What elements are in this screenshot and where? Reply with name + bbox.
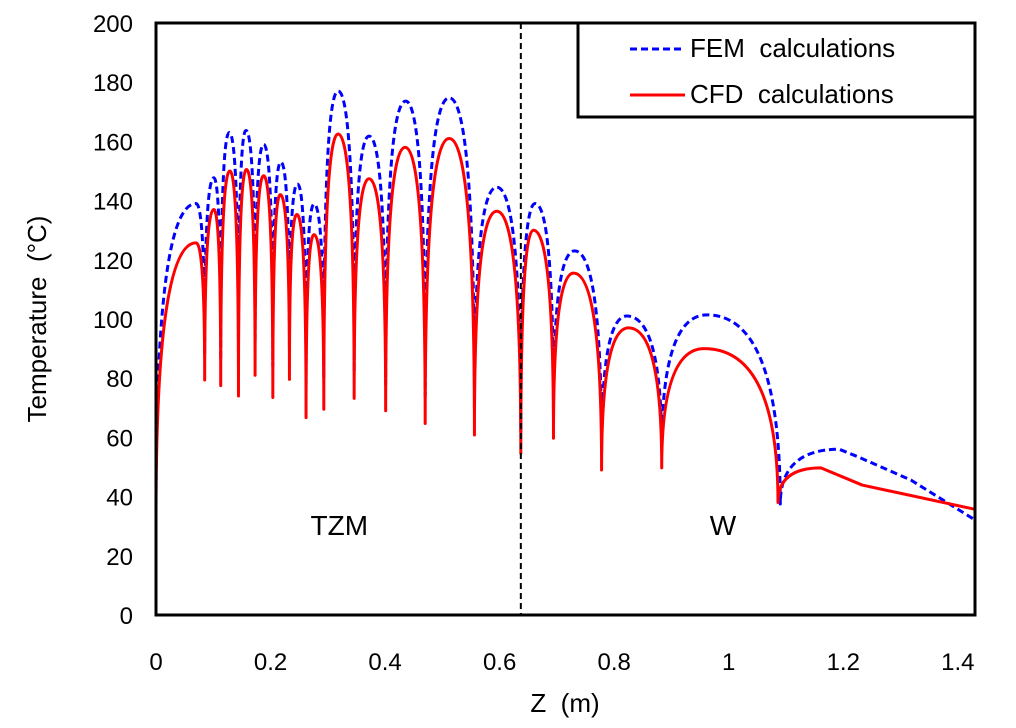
legend-label-fem: FEM calculations (690, 33, 895, 63)
x-axis-title: Z (m) (530, 688, 599, 718)
y-tick-label: 100 (93, 307, 133, 334)
x-tick-label: 0.4 (368, 649, 401, 676)
x-tick-label: 1.2 (827, 649, 860, 676)
x-tick-label: 1.4 (941, 649, 974, 676)
y-tick-label: 120 (93, 248, 133, 275)
x-tick-label: 0 (149, 649, 162, 676)
x-tick-label: 0.2 (254, 649, 287, 676)
x-tick-label: 0.8 (597, 649, 630, 676)
plot-frame (154, 21, 977, 617)
series-line-cfd (154, 132, 975, 518)
series-line-fem (154, 89, 977, 522)
annotation-w: W (710, 510, 737, 541)
annotation-tzm: TZM (311, 510, 369, 541)
y-tick-label: 20 (106, 544, 133, 571)
x-tick-label: 1 (722, 649, 735, 676)
y-tick-label: 0 (120, 603, 133, 630)
legend: FEM calculations CFD calculations (576, 21, 977, 119)
x-tick-labels: 0 0.2 0.4 0.6 0.8 1 1.2 1.4 (149, 649, 974, 676)
y-axis-title: Temperature (°C) (22, 216, 52, 423)
y-tick-label: 40 (106, 485, 133, 512)
x-tick-label: 0.6 (483, 649, 516, 676)
y-tick-label: 80 (106, 366, 133, 393)
legend-box (576, 21, 977, 119)
y-tick-label: 180 (93, 70, 133, 97)
y-tick-label: 140 (93, 189, 133, 216)
legend-label-cfd: CFD calculations (690, 79, 894, 109)
y-tick-label: 60 (106, 425, 133, 452)
y-tick-label: 160 (93, 129, 133, 156)
series-layer (154, 89, 977, 522)
y-tick-labels: 0 20 40 60 80 100 120 140 160 180 200 (93, 11, 133, 630)
y-tick-label: 200 (93, 11, 133, 38)
